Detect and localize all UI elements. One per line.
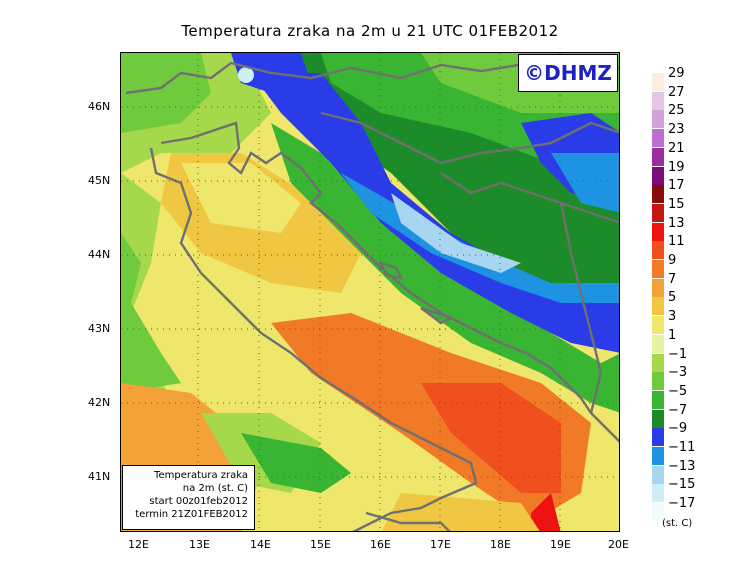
temp-zone-11-adriatic bbox=[421, 383, 561, 493]
sava-border bbox=[320, 111, 619, 165]
lon-label-14e: 14E bbox=[250, 538, 271, 551]
dhmz-logo: ©DHMZ bbox=[518, 54, 618, 92]
temp-zone-13-dinaric bbox=[391, 193, 521, 273]
legend-swatch bbox=[652, 129, 664, 148]
legend-label: −11 bbox=[668, 440, 696, 455]
legend-label: 29 bbox=[668, 66, 685, 81]
lat-label-44n: 44N bbox=[88, 248, 111, 261]
temp-zone-11-east bbox=[551, 153, 619, 213]
legend-label: −3 bbox=[668, 365, 688, 381]
legend-label: 11 bbox=[668, 234, 685, 250]
info-line-2: na 2m (st. C) bbox=[182, 483, 248, 494]
graticule bbox=[121, 53, 619, 531]
temperature-field bbox=[121, 53, 619, 531]
legend-label: 3 bbox=[668, 309, 677, 325]
legend-label: −9 bbox=[668, 421, 688, 437]
info-box: Temperatura zraka na 2m (st. C) start 00… bbox=[122, 465, 255, 530]
legend-label: −1 bbox=[668, 346, 688, 362]
legend-label: 15 bbox=[668, 196, 685, 212]
legend-swatch bbox=[652, 73, 664, 91]
legend-label: −17 bbox=[668, 496, 696, 512]
temperature-map[interactable] bbox=[120, 52, 620, 532]
lon-label-15e: 15E bbox=[310, 538, 331, 551]
lat-label-41n: 41N bbox=[88, 470, 111, 483]
temp-zone-3-italy bbox=[121, 233, 181, 393]
legend-label: 17 bbox=[668, 178, 685, 194]
legend-swatch bbox=[652, 465, 664, 484]
lon-label-12e: 12E bbox=[128, 538, 149, 551]
legend-label: 7 bbox=[668, 271, 677, 287]
legend-swatch bbox=[652, 147, 664, 166]
legend-swatch bbox=[652, 260, 664, 278]
legend-unit: (st. C) bbox=[662, 518, 693, 529]
lon-label-13e: 13E bbox=[189, 538, 210, 551]
legend-swatch bbox=[652, 390, 664, 409]
lat-label-42n: 42N bbox=[88, 396, 111, 409]
info-line-1: Temperatura zraka bbox=[154, 470, 248, 481]
legend-swatch bbox=[652, 503, 664, 522]
map-title: Temperatura zraka na 2m u 21 UTC 01FEB20… bbox=[181, 22, 559, 40]
legend-label: 5 bbox=[668, 290, 677, 306]
legend-swatch bbox=[652, 447, 664, 465]
legend-label: 9 bbox=[668, 253, 677, 268]
lon-label-17e: 17E bbox=[430, 538, 451, 551]
legend-swatch bbox=[652, 241, 664, 260]
temp-zone-5-south-italy bbox=[241, 433, 351, 493]
temp-zone-3-north bbox=[121, 53, 211, 133]
legend-swatch bbox=[652, 409, 664, 428]
legend-swatch bbox=[652, 110, 664, 129]
legend-label: −5 bbox=[668, 383, 688, 399]
lat-label-43n: 43N bbox=[88, 322, 111, 335]
lon-label-20e: 20E bbox=[608, 538, 629, 551]
info-line-4: termin 21Z01FEB2012 bbox=[135, 509, 248, 520]
legend-label: 25 bbox=[668, 103, 685, 119]
legend-swatch bbox=[652, 372, 664, 391]
temp-zone-15-alps bbox=[238, 67, 254, 83]
temp-zone-13-south bbox=[531, 493, 561, 531]
legend-swatch bbox=[652, 334, 664, 353]
legend-swatch bbox=[652, 185, 664, 204]
legend-label: 21 bbox=[668, 140, 685, 156]
legend-swatch bbox=[652, 166, 664, 185]
montenegro-border bbox=[559, 202, 603, 414]
island-1 bbox=[378, 261, 404, 280]
legend-label: 23 bbox=[668, 122, 685, 138]
legend-label: 1 bbox=[668, 327, 677, 343]
legend-label: −7 bbox=[668, 402, 688, 418]
legend-label: 13 bbox=[668, 215, 685, 231]
legend-swatch bbox=[652, 91, 664, 110]
lat-label-46n: 46N bbox=[88, 100, 111, 113]
italian-heel-coast bbox=[365, 511, 451, 531]
temp-zone-11-dinaric bbox=[341, 173, 619, 303]
croatian-coastline bbox=[160, 121, 619, 443]
legend-label: 19 bbox=[668, 159, 685, 175]
legend-swatch bbox=[652, 316, 664, 335]
legend-label: 27 bbox=[668, 84, 685, 100]
legend-swatch bbox=[652, 484, 664, 503]
info-line-3: start 00z01feb2012 bbox=[149, 496, 248, 507]
lon-label-16e: 16E bbox=[370, 538, 391, 551]
legend-swatch bbox=[652, 297, 664, 316]
legend-label: −15 bbox=[668, 477, 696, 493]
legend-swatch bbox=[652, 428, 664, 447]
bosnia-border bbox=[440, 172, 619, 224]
legend-swatch bbox=[652, 203, 664, 222]
island-2 bbox=[420, 306, 455, 325]
lon-label-19e: 19E bbox=[550, 538, 571, 551]
lon-label-18e: 18E bbox=[490, 538, 511, 551]
lat-label-45n: 45N bbox=[88, 174, 111, 187]
legend-label: −13 bbox=[668, 458, 696, 474]
legend-swatch bbox=[652, 222, 664, 241]
legend-swatch bbox=[652, 353, 664, 372]
legend-swatch bbox=[652, 278, 664, 297]
